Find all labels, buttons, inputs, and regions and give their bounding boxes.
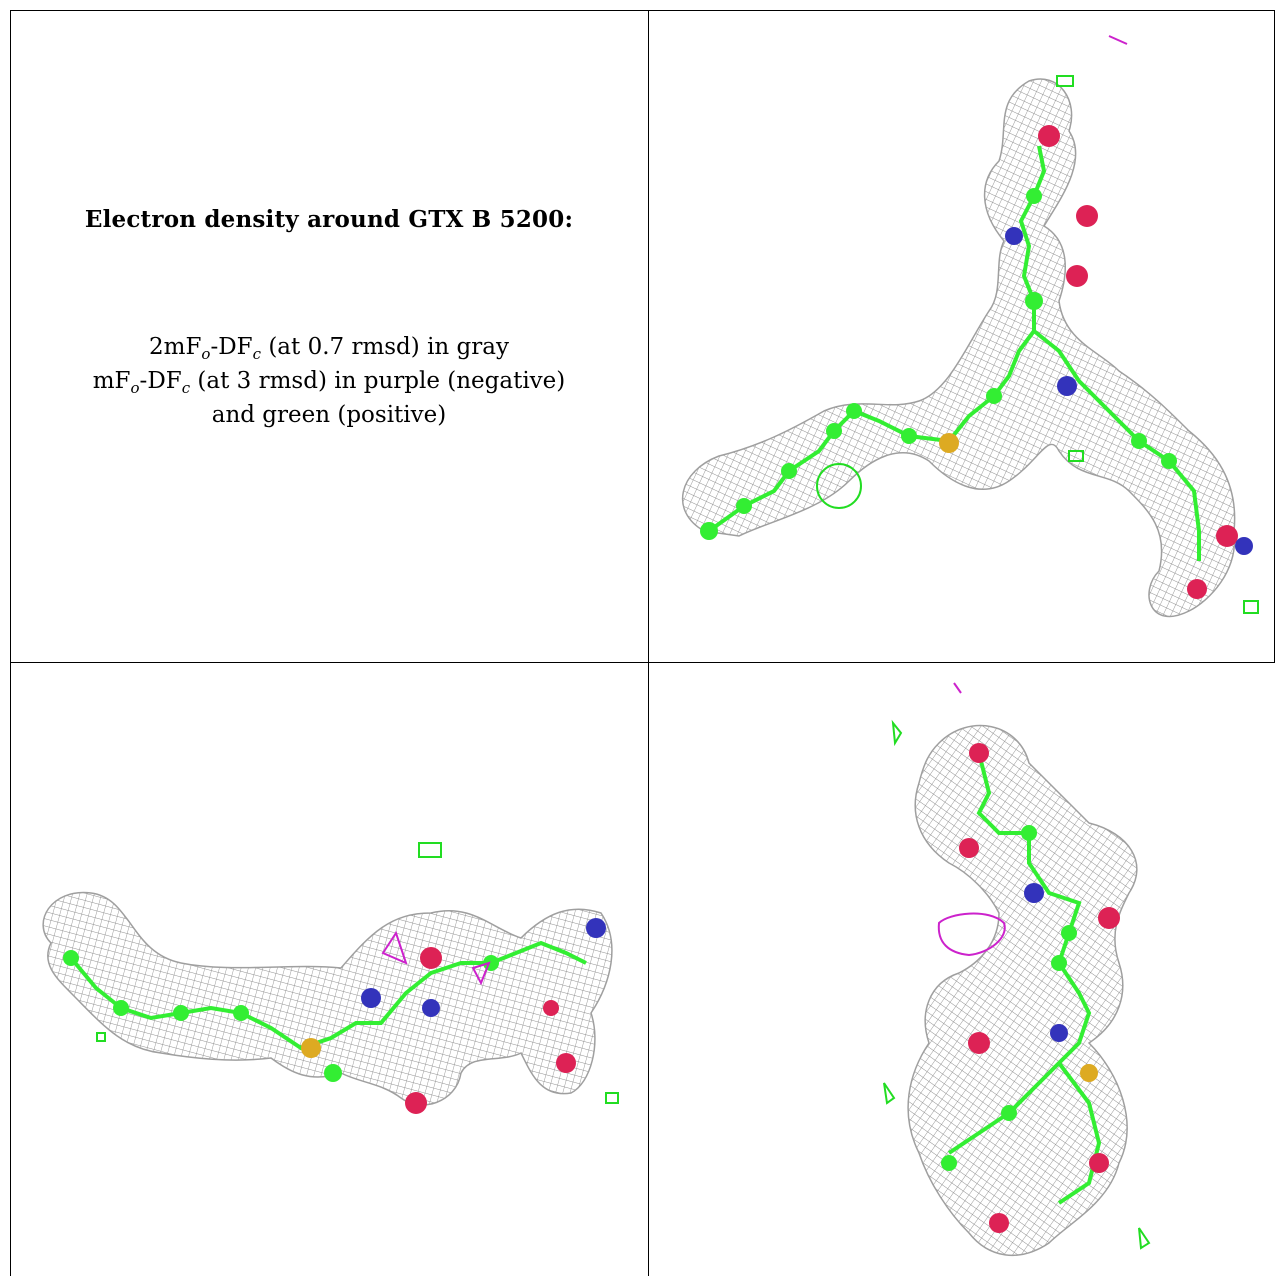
nitrogen-atom [586,918,606,938]
positive-density-blob [1138,1227,1151,1250]
carbon-atom [1001,1105,1017,1121]
density-render-bottom-right [883,682,1151,1257]
carbon-atom [700,522,718,540]
negative-density-blob [953,682,962,694]
ligand-bonds [947,752,1102,1205]
oxygen-atom [1076,205,1098,227]
carbon-atom [113,1000,129,1016]
legend-cell: Electron density around GTX B 5200: 2mFo… [10,10,648,662]
carbon-atom [846,403,862,419]
carbon-atom [173,1005,189,1021]
sulfur-atom [939,433,959,453]
positive-density-blob [418,842,442,858]
oxygen-atom [1089,1153,1109,1173]
grid-top-border [10,10,1275,11]
oxygen-atom [1187,579,1207,599]
atoms [941,743,1120,1233]
legend-title: Electron density around GTX B 5200: [84,206,574,233]
positive-density-blobs [816,75,1259,614]
carbon-atom [736,498,752,514]
oxygen-atom [968,1032,990,1054]
oxygen-atom [959,838,979,858]
positive-density-blobs [883,719,1151,1250]
oxygen-atom [989,1213,1009,1233]
atoms [700,125,1253,599]
oxygen-atom [420,947,442,969]
nitrogen-atom [1050,1024,1068,1042]
carbon-atom [781,463,797,479]
sulfur-atom [301,1038,321,1058]
atoms [63,918,606,1114]
nitrogen-atom [1024,883,1044,903]
legend-line-positive: and green (positive) [211,402,447,428]
carbon-atom [1161,453,1177,469]
density-render-bottom-left [42,842,619,1114]
positive-density-blob [883,1082,896,1105]
carbon-atom [483,955,499,971]
negative-density-blobs [1108,35,1128,45]
legend-description: 2mFo-DFc (at 0.7 rmsd) in gray mFo-DFc (… [10,330,648,432]
negative-density-blob [937,912,1006,957]
grid-center-divider [648,10,649,1276]
carbon-atom [1061,925,1077,941]
negative-density-blob [381,930,408,965]
density-view-top-right [649,11,1274,662]
oxygen-atom [543,1000,559,1016]
carbon-atom [941,1155,957,1171]
oxygen-atom [1038,125,1060,147]
negative-density-blobs [937,682,1006,957]
ligand-bonds [69,940,587,1051]
positive-density-blob [1068,450,1084,462]
nitrogen-atom [1057,376,1077,396]
nitrogen-atom [1235,537,1253,555]
positive-density-blob [1056,75,1074,87]
gray-density-mesh [907,724,1138,1257]
carbon-atom [63,950,79,966]
carbon-atom [324,1064,342,1082]
negative-density-blob [471,961,491,986]
carbon-atom [1051,955,1067,971]
carbon-atom [1025,292,1043,310]
carbon-atom [1021,825,1037,841]
carbon-atom [901,428,917,444]
positive-density-blob [1243,600,1259,614]
oxygen-atom [1098,907,1120,929]
gray-density-mesh [42,891,613,1106]
positive-density-blob [96,1032,106,1042]
density-view-bottom-left [11,663,648,1276]
carbon-atom [826,423,842,439]
carbon-atom [1026,188,1042,204]
nitrogen-atom [422,999,440,1017]
density-render-top-right [681,35,1259,618]
density-view-bottom-right [649,663,1275,1276]
legend-line-fo-fc: mFo-DFc (at 3 rmsd) in purple (negative) [92,368,566,397]
carbon-atom [233,1005,249,1021]
negative-density-blob [1108,35,1128,45]
carbon-atom [986,388,1002,404]
oxygen-atom [969,743,989,763]
nitrogen-atom [361,988,381,1008]
nitrogen-atom [1005,227,1023,245]
negative-density-blobs [381,930,491,986]
grid-middle-divider [10,662,1275,663]
positive-density-blob [891,719,903,747]
legend-line-2fo-fc: 2mFo-DFc (at 0.7 rmsd) in gray [149,334,509,363]
positive-density-blob [605,1092,619,1104]
oxygen-atom [1066,265,1088,287]
oxygen-atom [405,1092,427,1114]
grid-left-border [10,10,11,1276]
oxygen-atom [1216,525,1238,547]
sulfur-atom [1080,1064,1098,1082]
carbon-atom [1131,433,1147,449]
positive-density-blob [816,463,862,509]
oxygen-atom [556,1053,576,1073]
positive-density-blobs [96,842,619,1104]
gray-density-mesh [681,78,1236,618]
figure-grid: Electron density around GTX B 5200: 2mFo… [10,10,1275,1276]
